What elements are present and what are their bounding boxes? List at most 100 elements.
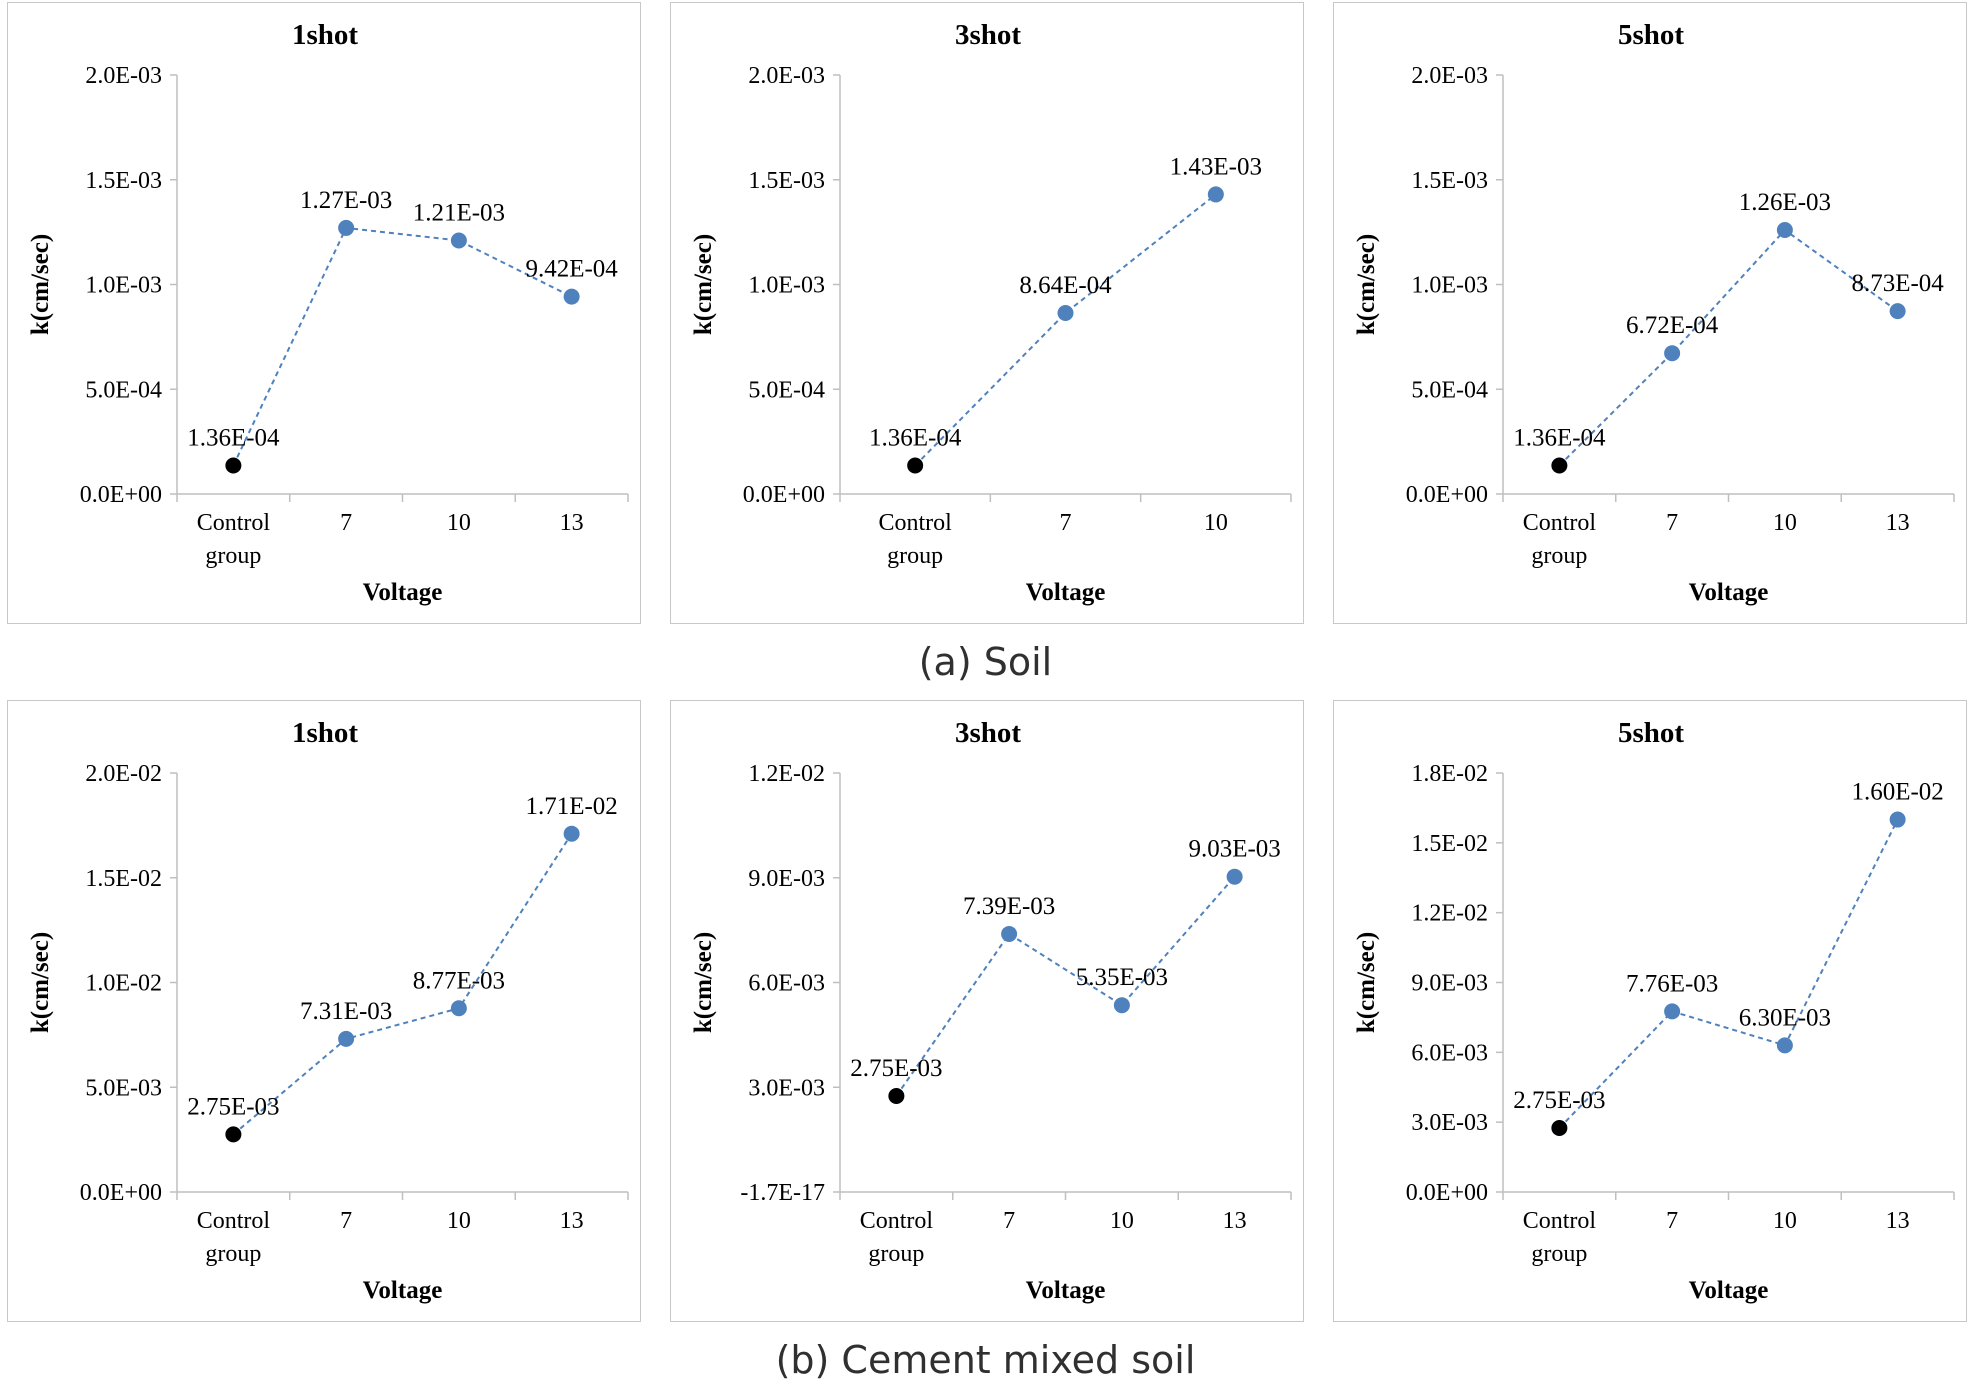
data-point-marker [1001, 925, 1018, 942]
y-tick-label: 0.0E+00 [80, 1180, 162, 1206]
y-tick-label: 1.0E-03 [1411, 273, 1488, 299]
chart-title: 3shot [955, 717, 1021, 749]
series-line [232, 833, 573, 1136]
data-label: 9.03E-03 [1188, 836, 1280, 863]
x-tick-label: Control [197, 1208, 271, 1234]
data-label: 1.36E-04 [869, 425, 962, 452]
control-point-marker [1551, 457, 1568, 474]
x-tick-label: group [1531, 543, 1587, 569]
data-label: 2.75E-03 [850, 1055, 942, 1082]
chart-title: 5shot [1618, 717, 1684, 749]
chart-soil-3shot-svg: 3shot 0.0E+00 5.0E-04 1.0E-03 1.5E-03 2.0E-03… [690, 19, 1292, 606]
data-point-marker [563, 288, 580, 305]
y-tick-label: 0.0E+00 [80, 482, 162, 508]
chart-soil-1shot-svg: 1shot 0.0E+00 5.0E-04 1.0E-03 1.5E-03 2.0E-03… [27, 19, 629, 606]
y-axis-title: k(cm/sec) [690, 932, 717, 1033]
x-tick-label: Control [197, 510, 271, 536]
data-label: 7.31E-03 [300, 998, 392, 1025]
y-tick-label: 1.5E-03 [1411, 168, 1488, 194]
chart-soil-1shot: 1shot 0.0E+00 5.0E-04 1.0E-03 1.5E-03 2.0E-03… [7, 2, 641, 624]
x-tick-label: 10 [1204, 510, 1228, 536]
y-tick-label: 1.8E-02 [1411, 761, 1488, 787]
x-tick-label: Control [1523, 1208, 1597, 1234]
y-axis-title: k(cm/sec) [27, 234, 54, 335]
control-point-marker [1551, 1119, 1568, 1136]
y-tick-label: 5.0E-04 [748, 377, 825, 403]
y-tick-label: 5.0E-04 [1411, 377, 1488, 403]
y-axis-title: k(cm/sec) [1353, 932, 1380, 1033]
data-label: 7.39E-03 [963, 893, 1055, 920]
data-point-marker [450, 1000, 467, 1017]
x-axis-title: Voltage [363, 579, 443, 606]
x-tick-label: group [205, 543, 261, 569]
caption-cement: (b) Cement mixed soil [775, 1338, 1196, 1382]
y-tick-label: 1.0E-02 [85, 971, 162, 997]
control-point-marker [225, 1126, 242, 1143]
data-label: 1.60E-02 [1851, 779, 1943, 806]
x-tick-label: group [887, 543, 943, 569]
x-tick-label: 13 [1886, 1208, 1910, 1234]
y-tick-label: 2.0E-03 [748, 63, 825, 89]
data-point-marker [1889, 303, 1906, 320]
data-label: 5.35E-03 [1076, 964, 1168, 991]
y-tick-label: 1.0E-03 [748, 273, 825, 299]
y-axis-title: k(cm/sec) [27, 932, 54, 1033]
x-axis-title: Voltage [1026, 1277, 1106, 1304]
chart-cement-3shot-svg: 3shot -1.7E-17 3.0E-03 6.0E-03 9.0E-03 1.2E-0… [690, 717, 1292, 1304]
control-point-marker [888, 1087, 905, 1104]
chart-title: 1shot [292, 19, 358, 51]
y-tick-label: 1.0E-03 [85, 273, 162, 299]
data-label: 1.36E-04 [187, 425, 280, 452]
series-line [895, 876, 1236, 1097]
x-tick-label: 10 [447, 510, 471, 536]
y-tick-label: 6.0E-03 [1411, 1040, 1488, 1066]
data-point-marker [1057, 304, 1074, 321]
y-tick-label: 1.5E-03 [748, 168, 825, 194]
x-tick-label: 10 [1773, 1208, 1797, 1234]
x-tick-label: Control [860, 1208, 934, 1234]
y-tick-label: -1.7E-17 [740, 1180, 825, 1206]
chart-cement-5shot-svg: 5shot 0.0E+00 3.0E-03 6.0E-03 9.0E-03 1.2E-02… [1353, 717, 1955, 1304]
data-label: 1.26E-03 [1739, 189, 1831, 216]
data-point-marker [1776, 222, 1793, 239]
y-tick-label: 1.2E-02 [1411, 901, 1488, 927]
data-label: 1.43E-03 [1170, 153, 1262, 180]
y-axis-title: k(cm/sec) [690, 234, 717, 335]
y-tick-label: 9.0E-03 [748, 866, 825, 892]
y-tick-label: 1.5E-02 [85, 866, 162, 892]
chart-title: 5shot [1618, 19, 1684, 51]
data-label: 2.75E-03 [187, 1093, 279, 1120]
data-label: 1.21E-03 [413, 200, 505, 227]
data-label: 2.75E-03 [1513, 1087, 1605, 1114]
series-line [232, 226, 573, 466]
data-point-marker [1664, 345, 1681, 362]
y-tick-label: 0.0E+00 [743, 482, 825, 508]
x-tick-label: Control [1523, 510, 1597, 536]
data-point-marker [1776, 1037, 1793, 1054]
y-tick-label: 5.0E-03 [85, 1075, 162, 1101]
data-point-marker [338, 1030, 355, 1047]
x-tick-label: 7 [340, 1208, 352, 1234]
x-axis-title: Voltage [363, 1277, 443, 1304]
y-tick-label: 1.2E-02 [748, 761, 825, 787]
x-tick-label: Control [878, 510, 952, 536]
data-point-marker [1889, 811, 1906, 828]
y-tick-label: 0.0E+00 [1406, 1180, 1488, 1206]
chart-cement-1shot-svg: 1shot 0.0E+00 5.0E-03 1.0E-02 1.5E-02 2.0E-02… [27, 717, 629, 1304]
data-label: 1.36E-04 [1513, 425, 1606, 452]
x-tick-label: 10 [1773, 510, 1797, 536]
data-label: 8.77E-03 [413, 967, 505, 994]
x-tick-label: group [1531, 1241, 1587, 1267]
y-tick-label: 2.0E-03 [1411, 63, 1488, 89]
y-axis-title: k(cm/sec) [1353, 234, 1380, 335]
chart-cement-5shot: 5shot 0.0E+00 3.0E-03 6.0E-03 9.0E-03 1.2E-02… [1333, 700, 1967, 1322]
chart-cement-1shot: 1shot 0.0E+00 5.0E-03 1.0E-02 1.5E-02 2.0E-02… [7, 700, 641, 1322]
series-line [1558, 819, 1899, 1129]
x-axis-title: Voltage [1026, 579, 1106, 606]
y-tick-label: 5.0E-04 [85, 377, 162, 403]
data-label: 7.76E-03 [1626, 970, 1718, 997]
data-point-marker [1664, 1003, 1681, 1020]
y-tick-label: 1.5E-02 [1411, 831, 1488, 857]
chart-title: 1shot [292, 717, 358, 749]
data-label: 1.27E-03 [300, 187, 392, 214]
